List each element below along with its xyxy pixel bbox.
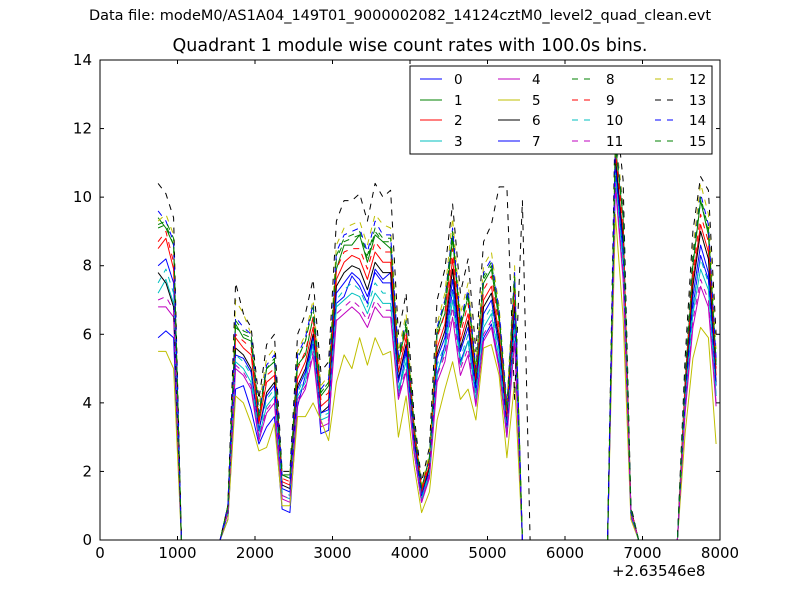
legend-label-1: 1 [454,93,463,109]
x-tick-label: 1000 [158,544,196,562]
x-tick-label: 8000 [701,544,739,562]
legend-label-12: 12 [689,72,706,88]
legend-label-14: 14 [689,113,706,129]
y-tick-label: 10 [73,188,92,206]
x-tick-label: 2000 [236,544,274,562]
series-lines [157,104,717,540]
series-line-12 [157,134,717,540]
legend-label-4: 4 [532,72,541,88]
series-line-15 [157,141,717,540]
series-line-3 [157,176,717,540]
legend-label-8: 8 [606,72,615,88]
x-tick-label: 4000 [391,544,429,562]
legend-label-2: 2 [454,113,463,129]
series-line-9 [157,148,717,540]
x-tick-label: 0 [95,544,105,562]
legend-label-13: 13 [689,93,706,109]
series-line-13 [157,104,717,540]
x-tick-label: 7000 [623,544,661,562]
chart-title: Quadrant 1 module wise count rates with … [172,36,648,56]
x-tick-label: 5000 [468,544,506,562]
y-tick-label: 12 [73,120,92,138]
legend-label-9: 9 [606,93,615,109]
legend-label-15: 15 [689,134,706,150]
x-axis: 0 1000 2000 3000 4000 5000 6000 7000 8000 [95,60,739,562]
legend-label-11: 11 [606,134,623,150]
x-offset-label: +2.63546e8 [612,562,706,580]
y-tick-label: 14 [73,51,92,69]
series-line-10 [157,172,717,540]
legend-label-6: 6 [532,113,541,129]
legend-label-5: 5 [532,93,541,109]
data-file-title: Data file: modeM0/AS1A04_149T01_90000020… [88,8,712,24]
series-line-2 [157,155,717,540]
y-tick-label: 6 [82,325,92,343]
y-tick-label: 0 [82,531,92,549]
y-tick-label: 2 [82,462,92,480]
series-line-7 [157,165,717,540]
x-tick-label: 6000 [546,544,584,562]
legend-label-0: 0 [454,72,463,88]
series-line-11 [157,182,717,540]
legend-label-10: 10 [606,113,623,129]
legend-label-3: 3 [454,134,463,150]
y-tick-label: 8 [82,257,92,275]
legend-label-7: 7 [532,134,541,150]
series-line-5 [158,213,717,540]
series-line-6 [157,158,717,540]
x-tick-label: 3000 [313,544,351,562]
y-tick-label: 4 [82,394,92,412]
